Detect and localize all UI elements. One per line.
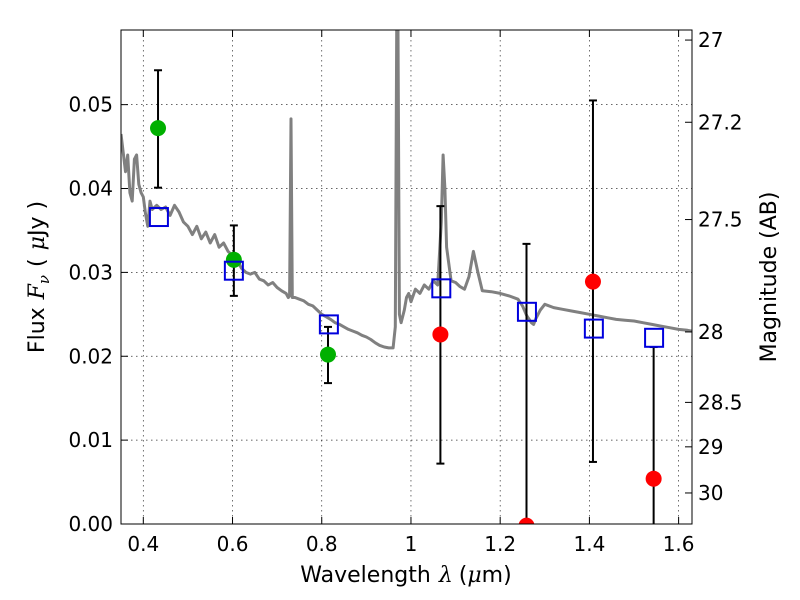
axis-ticks: 0.4 0.6 0.8 1 1.2 1.4 1.6 0.00 0.01 0.02 0.03 0.04 0… <box>68 28 742 556</box>
y-axis-label: FluxFν(μJy ) <box>25 201 53 353</box>
x-tick-label: 1.2 <box>484 532 516 556</box>
x-tick-label: 1 <box>405 532 418 556</box>
plot-frame <box>120 29 693 525</box>
x-tick-label: 1.4 <box>573 532 605 556</box>
observed-point-5 <box>584 273 601 290</box>
y2-tick-label: 29 <box>698 435 723 459</box>
model-point-2 <box>318 314 339 335</box>
sed-model-layer <box>121 30 692 350</box>
y2-tick-label: 27.5 <box>698 208 743 232</box>
x-tick-label: 0.6 <box>217 532 249 556</box>
sed-model-line <box>121 30 692 350</box>
y2-tick-label: 27.2 <box>698 110 743 134</box>
observed-point-3 <box>432 326 449 343</box>
y2-tick-label: 28 <box>698 320 723 344</box>
observed-point-2 <box>319 346 336 363</box>
y-tick-label: 0.04 <box>68 177 113 201</box>
x-tick-label: 1.6 <box>663 532 695 556</box>
y2-tick-label: 30 <box>698 481 723 505</box>
y2-tick-label: 28.5 <box>698 390 743 414</box>
y-tick-label: 0.03 <box>68 260 113 284</box>
y-tick-label: 0.02 <box>68 344 113 368</box>
model-point-3 <box>431 278 452 299</box>
grid <box>121 30 692 524</box>
y2-tick-label: 27 <box>698 28 723 52</box>
observed-point-6 <box>645 470 662 487</box>
y-tick-label: 0.01 <box>68 428 113 452</box>
model-photometry-points <box>148 207 665 348</box>
model-point-5 <box>583 318 604 339</box>
observed-point-4 <box>518 517 535 524</box>
y-tick-label: 0.00 <box>68 512 113 536</box>
x-tick-label: 0.8 <box>306 532 338 556</box>
observed-point-0 <box>150 120 167 137</box>
y-tick-label: 0.05 <box>68 93 113 117</box>
observed-points <box>150 120 662 524</box>
x-axis-label: Wavelength λ (μm) <box>300 563 511 588</box>
observed-point-1 <box>225 251 242 268</box>
y2-axis-label: Magnitude (AB) <box>757 192 782 363</box>
model-point-6 <box>644 327 665 348</box>
model-point-4 <box>516 301 537 322</box>
x-tick-label: 0.4 <box>127 532 159 556</box>
model-point-0 <box>148 207 169 228</box>
model-point-1 <box>223 260 244 281</box>
